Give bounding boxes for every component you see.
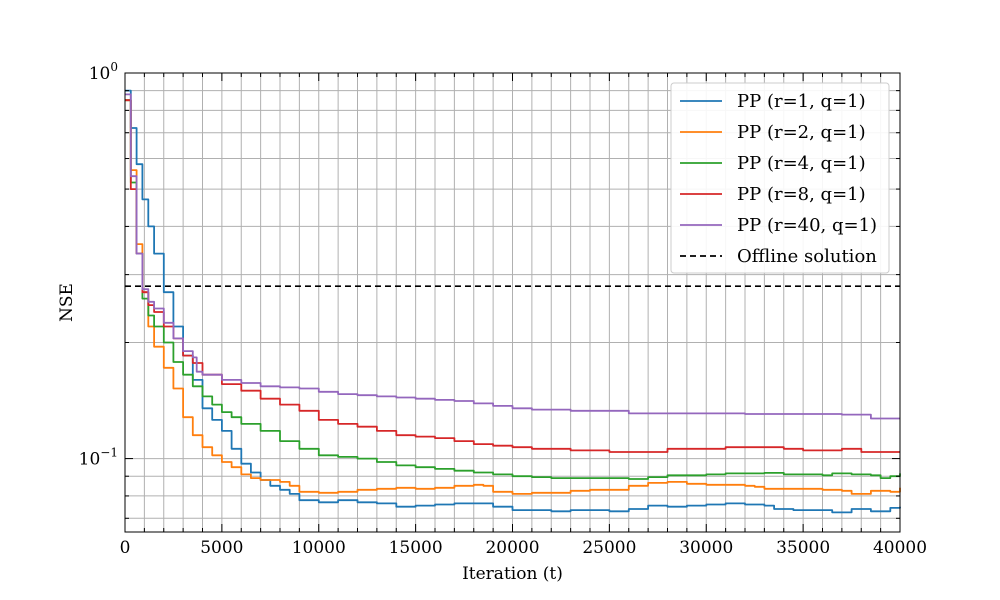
legend-label: PP (r=1, q=1) [737,91,866,112]
legend-label: PP (r=40, q=1) [737,215,877,236]
x-tick-label: 20000 [485,538,539,558]
legend-box [670,82,890,274]
y-axis-label: NSE [57,283,77,322]
legend-label: Offline solution [737,246,877,267]
x-tick-label: 25000 [582,538,636,558]
series-line-1 [125,99,901,495]
legend-label: PP (r=8, q=1) [737,184,866,205]
legend: PP (r=1, q=1) PP (r=2, q=1) PP (r=4, q=1) P… [670,82,890,274]
y-tick-label: 100 [89,60,118,84]
x-tick-label: 30000 [679,538,733,558]
x-axis-label: Iteration (t) [462,564,563,584]
y-tick-label: 10−1 [79,446,118,470]
axis-ticks: 0 5000 10000 15000 20000 25000 30000 35000 40000… [79,60,927,558]
y-tick-base: 10 [89,64,111,84]
x-tick-label: 5000 [200,538,243,558]
y-tick-exponent: 0 [110,60,118,74]
legend-label: PP (r=4, q=1) [737,153,866,174]
x-tick-label: 10000 [292,538,346,558]
x-tick-label: 35000 [776,538,830,558]
series-lines [125,89,901,514]
series-line-2 [125,99,901,480]
x-tick-label: 40000 [873,538,927,558]
y-tick-base: 10 [79,450,101,470]
series-line-4 [125,93,900,420]
y-tick-exponent: −1 [100,446,118,460]
x-tick-label: 15000 [389,538,443,558]
x-tick-label: 0 [120,538,131,558]
legend-label: PP (r=2, q=1) [737,122,866,143]
